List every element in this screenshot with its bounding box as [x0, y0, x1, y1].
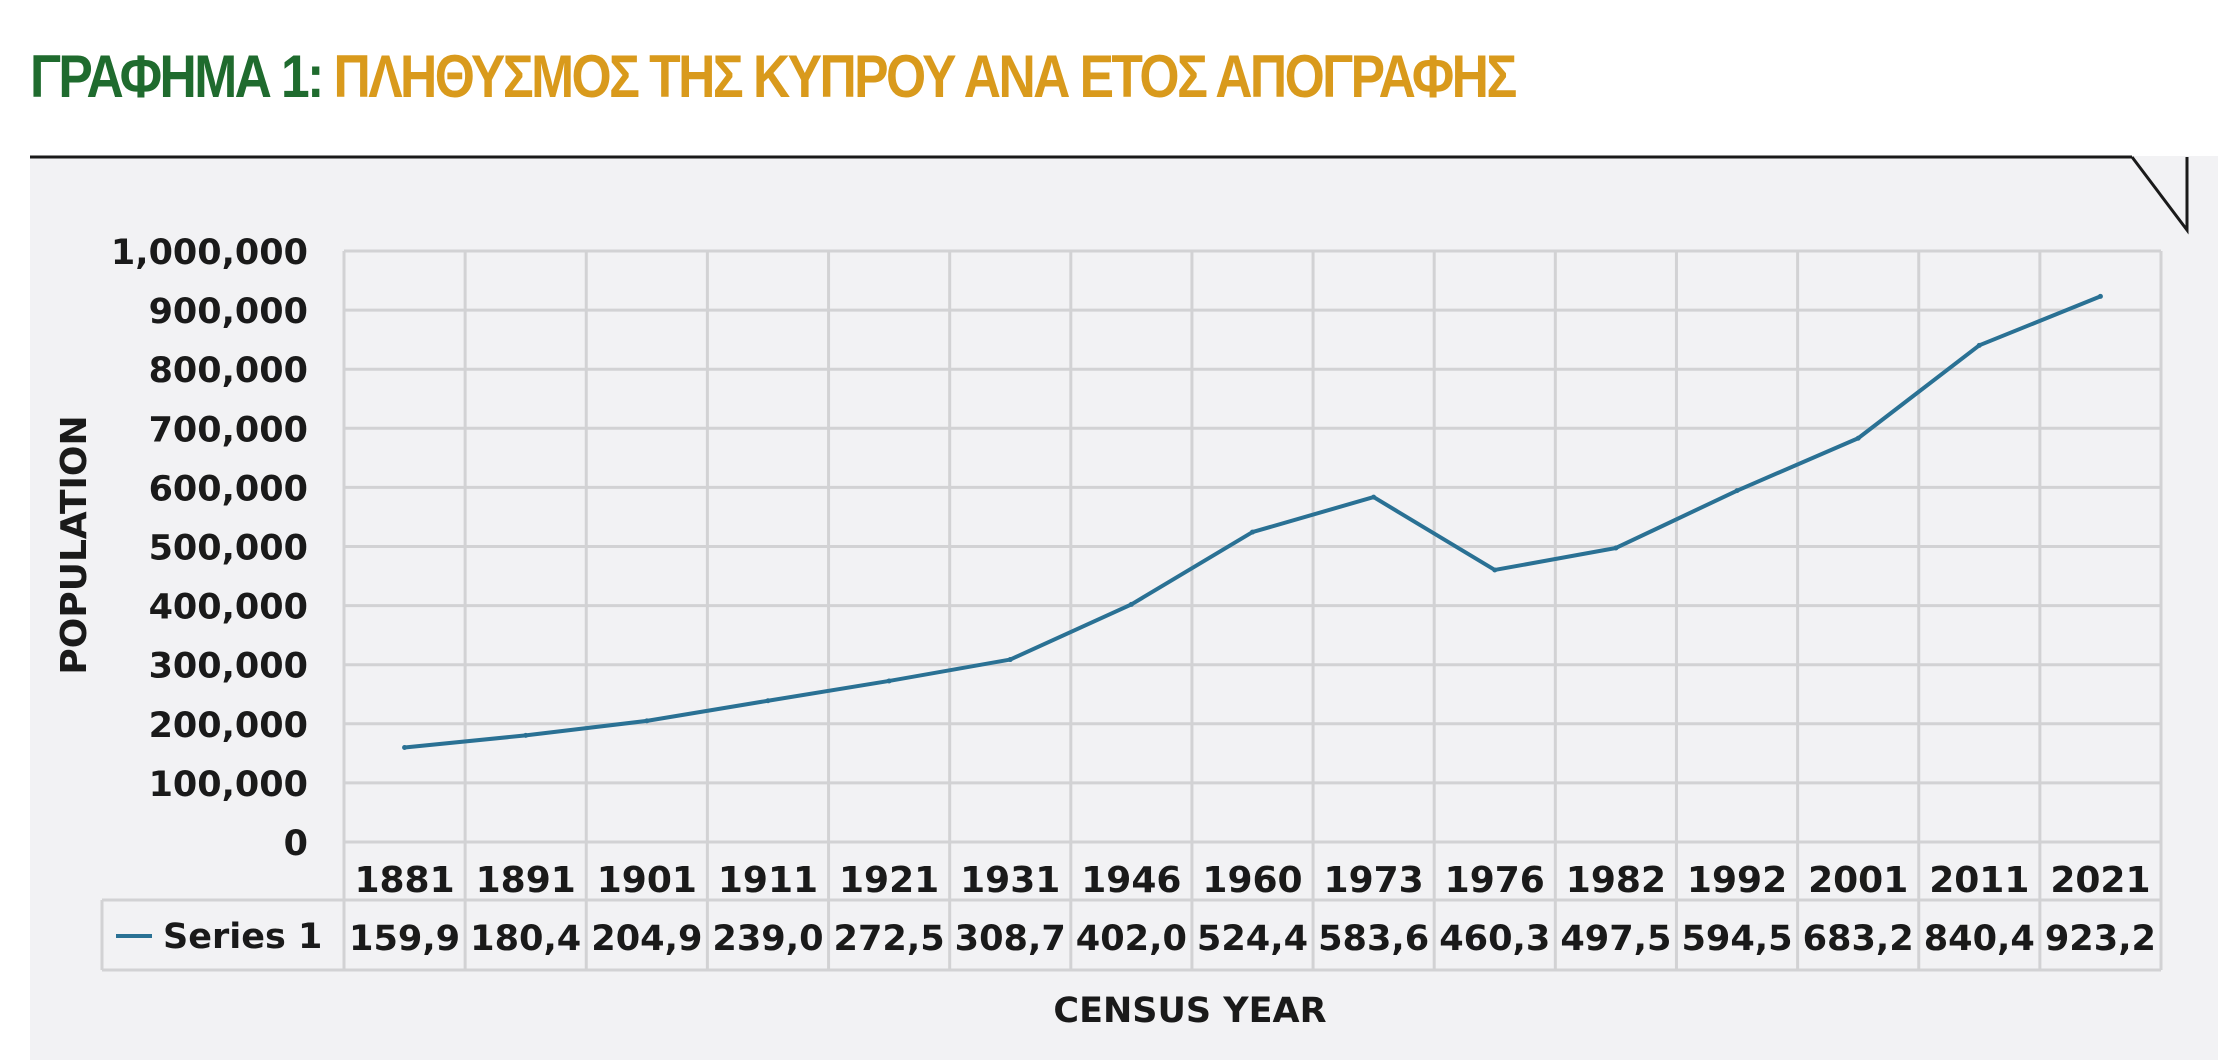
y-tick-label: 1,000,000 [111, 233, 308, 273]
table-value: 524,4 [1197, 919, 1308, 959]
table-value: 460,3 [1439, 919, 1550, 959]
table-value: 204,9 [591, 919, 702, 959]
y-tick-label: 800,000 [149, 351, 308, 391]
x-axis-ticks: 1881 1891 1901 1911 1921 1931 1946 1960 1973 1976… [354, 860, 2150, 901]
data-point [765, 698, 771, 704]
data-point [1855, 435, 1861, 441]
table-value: 272,5 [834, 919, 945, 959]
x-tick-label: 2021 [2050, 860, 2150, 901]
table-value: 497,5 [1560, 919, 1671, 959]
x-tick-label: 1973 [1324, 860, 1424, 901]
y-tick-label: 100,000 [149, 765, 308, 805]
chart-title-prefix: ΓΡΑΦΗΜΑ 1: [30, 43, 334, 110]
data-point [1250, 529, 1255, 535]
x-tick-label: 1982 [1566, 860, 1666, 901]
data-point [2097, 293, 2103, 299]
y-tick-label: 600,000 [149, 469, 308, 509]
table-value: 683,2 [1803, 919, 1914, 959]
x-tick-label: 1976 [1445, 860, 1545, 901]
x-tick-label: 1901 [597, 860, 697, 901]
data-point [1734, 488, 1740, 494]
table-value: 239,0 [712, 919, 823, 959]
y-tick-label: 200,000 [149, 706, 308, 746]
corner-fold-decoration [2130, 156, 2189, 235]
x-tick-label: 2001 [1808, 860, 1908, 901]
data-point [886, 678, 892, 684]
table-value: 923,2 [2045, 919, 2156, 959]
y-tick-label: 900,000 [149, 292, 308, 332]
x-axis-label: CENSUS YEAR [1053, 991, 1326, 1031]
data-point [1976, 342, 1982, 348]
table-value: 159,9 [349, 919, 460, 959]
x-tick-label: 1891 [476, 860, 576, 901]
y-tick-label: 500,000 [149, 529, 308, 569]
data-point [1492, 567, 1498, 573]
x-tick-label: 1881 [354, 860, 454, 901]
chart-title: ΓΡΑΦΗΜΑ 1: ΠΛΗΘΥΣΜΟΣ ΤΗΣ ΚΥΠΡΟΥ ΑΝΑ ΕΤΟΣ… [30, 42, 1518, 111]
x-tick-label: 1960 [1202, 860, 1302, 901]
table-value: 402,0 [1076, 919, 1187, 959]
data-point [402, 744, 408, 750]
chart-title-main: ΠΛΗΘΥΣΜΟΣ ΤΗΣ ΚΥΠΡΟΥ ΑΝΑ ΕΤΟΣ ΑΠΟΓΡΑΦΗΣ [333, 43, 1518, 110]
data-point [1613, 545, 1619, 551]
legend-label: Series 1 [163, 917, 322, 957]
table-value: 180,4 [470, 919, 581, 959]
data-point [1371, 494, 1377, 500]
table-value: 308,7 [955, 919, 1066, 959]
series-layer [402, 293, 2103, 750]
x-tick-label: 1992 [1687, 860, 1787, 901]
y-tick-label: 400,000 [149, 588, 308, 628]
data-point [644, 718, 650, 724]
data-point [1128, 601, 1134, 607]
table-value: 840,4 [1924, 919, 2035, 959]
data-point [523, 732, 529, 738]
data-table: Series 1 159,9 180,4 204,9 239,0 272,5 308,7 40… [116, 917, 2156, 959]
y-tick-label: 0 [284, 824, 308, 864]
data-point [1007, 657, 1013, 663]
chart-grid [100, 249, 2163, 972]
x-tick-label: 1946 [1081, 860, 1181, 901]
y-axis-ticks: 0 100,000 200,000 300,000 400,000 500,000 600,… [111, 233, 308, 864]
y-tick-label: 300,000 [149, 647, 308, 687]
x-tick-label: 1921 [839, 860, 939, 901]
x-tick-label: 2011 [1929, 860, 2029, 901]
y-tick-label: 700,000 [149, 410, 308, 450]
x-tick-label: 1911 [718, 860, 818, 901]
table-value: 594,5 [1681, 919, 1792, 959]
table-value: 583,6 [1318, 919, 1429, 959]
x-tick-label: 1931 [960, 860, 1060, 901]
y-axis-label: POPULATION [54, 415, 95, 674]
